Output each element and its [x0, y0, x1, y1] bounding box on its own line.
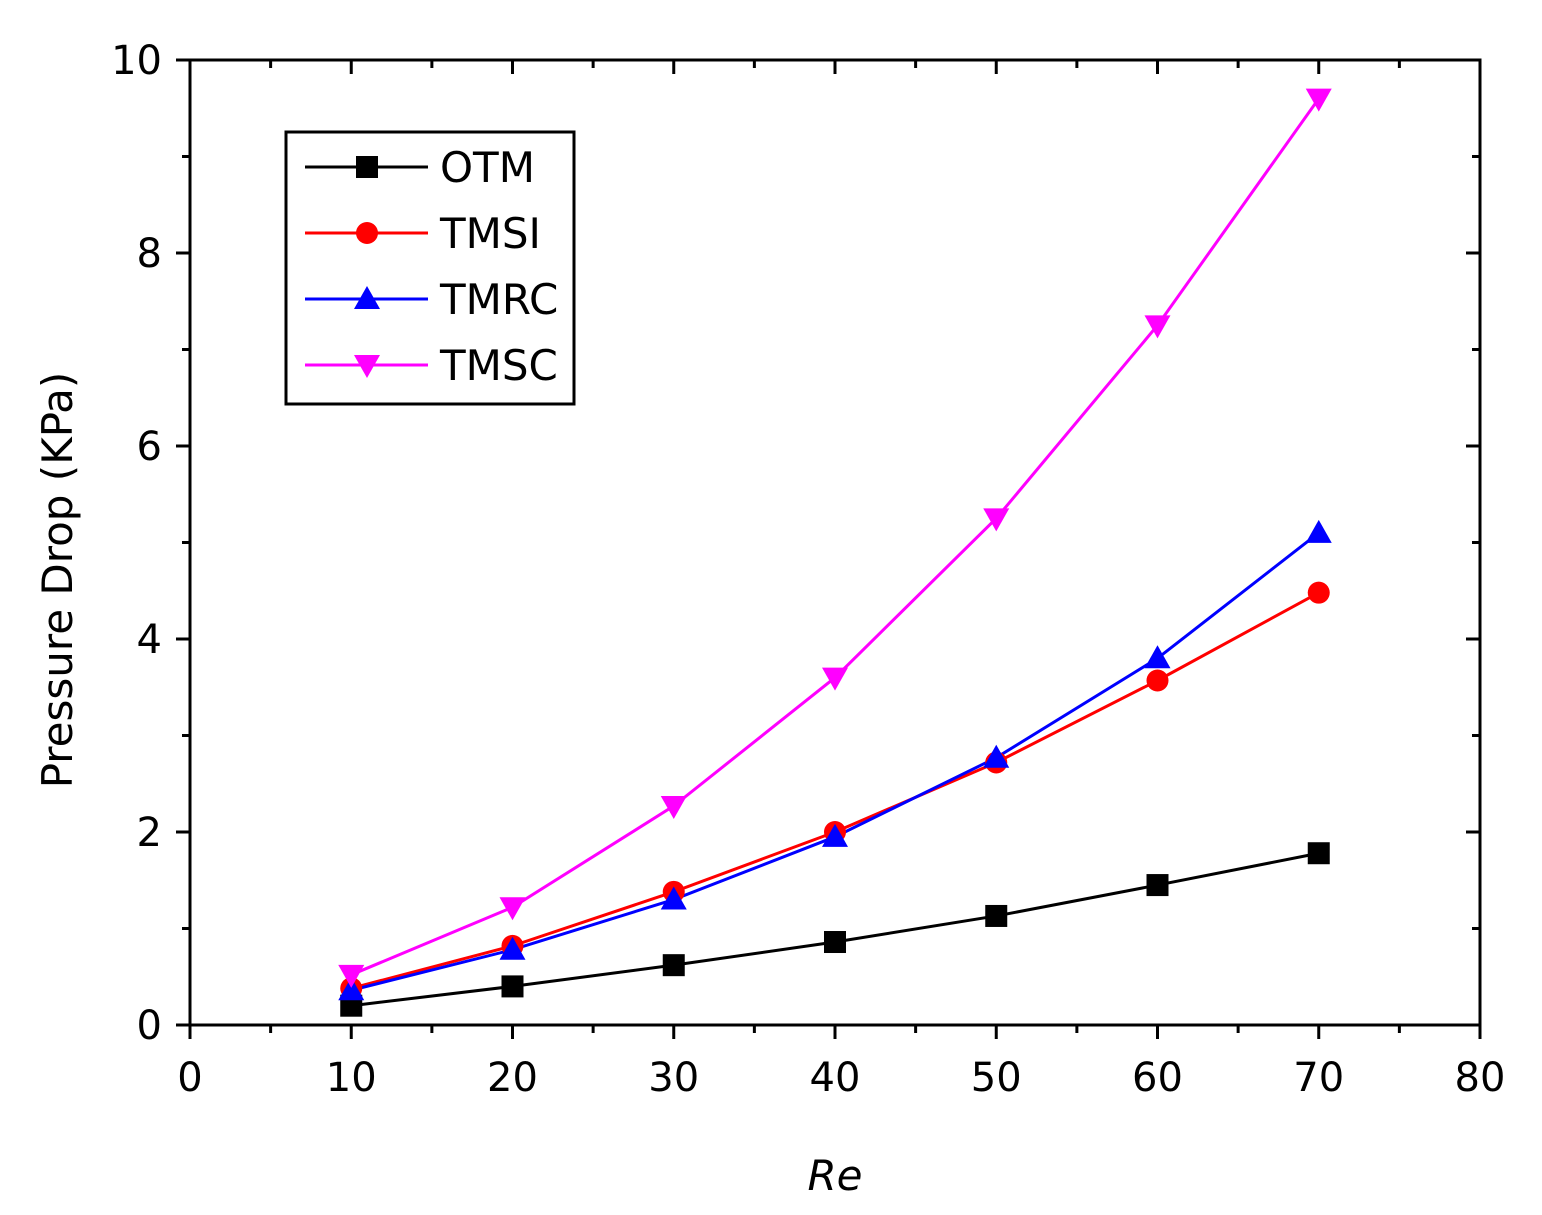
data-point-otm [985, 904, 1008, 927]
data-point-tmsc [822, 667, 848, 691]
data-point-otm [1307, 842, 1330, 865]
x-tick-label: 0 [177, 1055, 202, 1101]
major-ticks [176, 58, 1482, 1039]
minor-ticks [182, 60, 1480, 1033]
x-tick-labels: 0 10 20 30 40 50 60 70 80 [177, 1055, 1505, 1101]
data-point-tmrc [983, 744, 1010, 768]
data-point-otm [1146, 874, 1169, 897]
x-tick-label: 60 [1132, 1055, 1183, 1101]
data-point-tmrc [660, 886, 687, 910]
y-tick-label: 10 [111, 38, 162, 84]
data-point-tmsi [1307, 581, 1330, 604]
x-tick-label: 80 [1455, 1055, 1506, 1101]
data-point-tmsi [1146, 669, 1169, 692]
data-point-tmrc [499, 936, 526, 960]
data-point-otm [662, 954, 685, 977]
data-point-tmsc [660, 795, 687, 819]
x-tick-label: 10 [326, 1055, 377, 1101]
data-point-otm [501, 975, 524, 998]
legend-marker-tmrc [354, 286, 380, 309]
series-markers [338, 88, 1332, 1017]
series-line-otm [351, 851, 1320, 1008]
y-tick-label: 0 [137, 1003, 162, 1049]
legend-box [284, 130, 576, 406]
legend-label-tmsc: TMSC [439, 341, 558, 390]
data-point-tmrc [1305, 519, 1332, 543]
legend-label-tmsi: TMSI [439, 209, 541, 258]
legend-label-tmrc: TMRC [439, 275, 558, 324]
legend-marker-tmsi [356, 222, 378, 244]
data-point-tmrc [822, 823, 848, 847]
legend-items: OTM TMSI TMRC TMSC [305, 143, 558, 390]
y-tick-label: 4 [137, 617, 162, 663]
data-point-otm [824, 931, 846, 954]
legend-marker-tmsc [354, 355, 380, 378]
series-line-tmsi [350, 591, 1320, 990]
data-point-tmsc [338, 964, 365, 988]
y-tick-label: 2 [137, 810, 162, 856]
x-axis-title: Re [807, 1151, 862, 1200]
x-tick-label: 40 [810, 1055, 861, 1101]
y-axis-title: Pressure Drop (KPa) [33, 372, 82, 789]
legend-label-otm: OTM [440, 143, 535, 192]
series-line-tmrc [350, 531, 1320, 992]
x-tick-label: 50 [971, 1055, 1022, 1101]
data-point-tmsc [1144, 315, 1171, 339]
data-point-tmrc [1144, 645, 1171, 669]
data-point-tmsc [499, 897, 526, 921]
x-tick-label: 30 [648, 1055, 699, 1101]
x-tick-label: 70 [1293, 1055, 1344, 1101]
legend-marker-otm [356, 156, 378, 178]
data-point-tmrc [338, 977, 365, 1001]
y-tick-labels: 0 2 4 6 8 10 [111, 38, 162, 1049]
y-tick-label: 6 [137, 424, 162, 470]
data-point-tmsc [1305, 88, 1332, 112]
data-point-tmsc [983, 508, 1010, 532]
x-tick-label: 20 [487, 1055, 538, 1101]
y-tick-label: 8 [137, 231, 162, 277]
legend: OTM TMSI TMRC TMSC [284, 130, 576, 406]
